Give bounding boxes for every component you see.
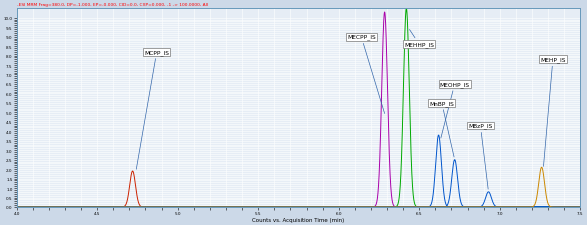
- Text: MECPP_IS: MECPP_IS: [347, 35, 384, 114]
- Text: MBzP_IS: MBzP_IS: [468, 123, 492, 189]
- Text: MnBP_IS: MnBP_IS: [429, 101, 454, 157]
- Text: MCPP_IS: MCPP_IS: [136, 50, 169, 169]
- Text: MEHP_IS: MEHP_IS: [540, 57, 566, 167]
- Text: -ESI MRM Frag=380.0, DP=-1.000, EP=-0.000, CID=0.0, CXP=0.000, -1 -> 100.0000, A: -ESI MRM Frag=380.0, DP=-1.000, EP=-0.00…: [16, 3, 208, 7]
- X-axis label: Counts vs. Acquisition Time (min): Counts vs. Acquisition Time (min): [252, 217, 345, 222]
- Text: MEHHP_IS: MEHHP_IS: [404, 30, 434, 48]
- Text: MEOHP_IS: MEOHP_IS: [440, 82, 470, 138]
